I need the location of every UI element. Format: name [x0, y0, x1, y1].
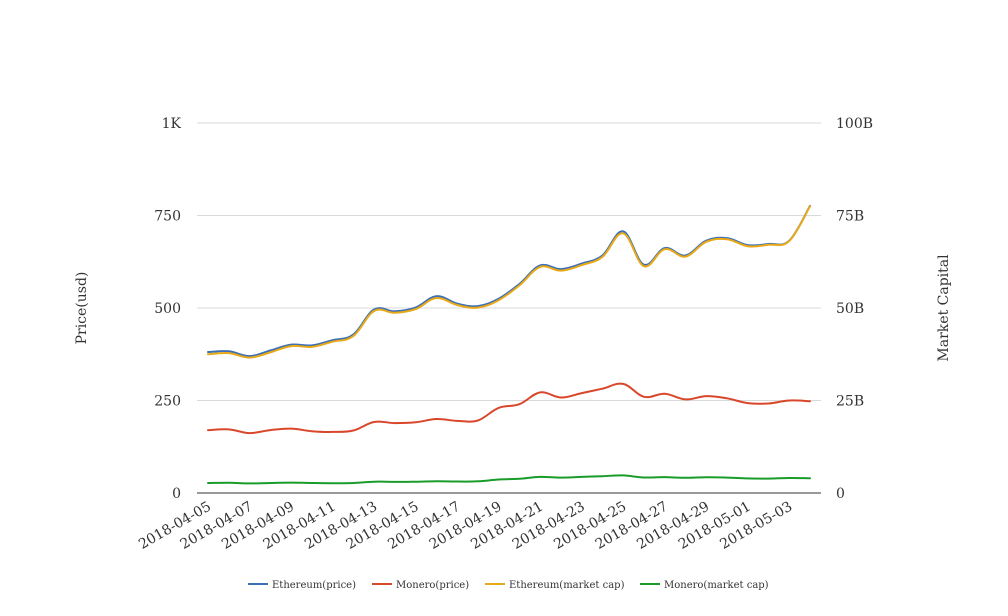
legend-item-monero-price: Monero(price) [372, 580, 469, 591]
legend: Ethereum(price) Monero(price) Ethereum(mar… [248, 580, 769, 591]
x-axis: 2018-04-052018-04-072018-04-092018-04-11… [136, 499, 795, 553]
legend-item-monero-market-cap: Monero(market cap) [640, 580, 769, 591]
legend-item-ethereum-market-cap: Ethereum(market cap) [485, 580, 625, 591]
series-line-ethereum-price [207, 204, 811, 358]
series-line-ethereum-market-cap [207, 205, 811, 359]
legend-label: Monero(market cap) [664, 580, 769, 591]
right-tick-label: 100B [836, 116, 873, 132]
legend-label: Ethereum(price) [272, 580, 356, 591]
left-tick-label: 750 [154, 209, 181, 225]
right-tick-label: 75B [836, 209, 864, 225]
right-tick-label: 50B [836, 301, 864, 317]
legend-label: Ethereum(market cap) [509, 580, 625, 591]
left-tick-label: 0 [172, 486, 181, 502]
series-lines [207, 204, 811, 485]
legend-label: Monero(price) [396, 580, 469, 591]
grid-lines [197, 122, 821, 401]
left-axis-title: Price(usd) [74, 272, 90, 345]
legend-item-ethereum-price: Ethereum(price) [248, 580, 356, 591]
right-y-axis: 0 25B 50B 75B 100B [836, 116, 873, 502]
right-tick-label: 25B [836, 394, 864, 410]
left-y-axis: 0 250 500 750 1K [154, 116, 181, 502]
left-tick-label: 250 [154, 394, 181, 410]
left-tick-label: 1K [162, 116, 182, 132]
left-tick-label: 500 [154, 301, 181, 317]
right-axis-title: Market Capital [936, 254, 952, 362]
series-line-monero-market-cap [207, 474, 811, 485]
right-tick-label: 0 [836, 486, 845, 502]
series-line-monero-price [207, 382, 811, 435]
